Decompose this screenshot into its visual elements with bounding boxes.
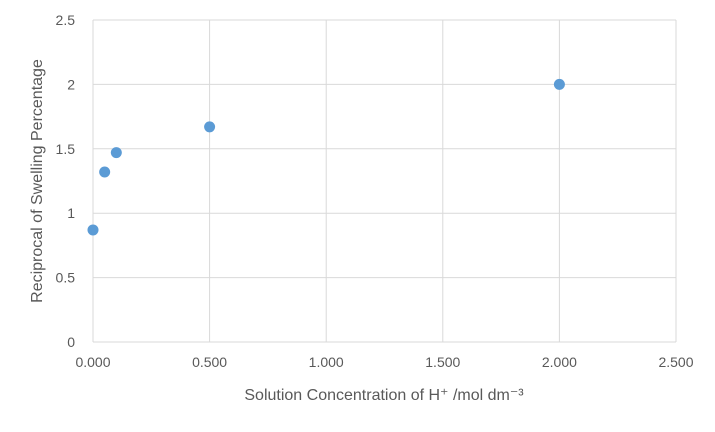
x-tick-label: 2.500 <box>658 354 693 370</box>
x-tick-label: 1.500 <box>425 354 460 370</box>
x-tick-label: 0.500 <box>192 354 227 370</box>
y-tick-label: 2 <box>67 76 75 92</box>
y-axis-title: Reciprocal of Swelling Percentage <box>29 59 46 303</box>
data-point <box>87 224 99 236</box>
gridlines <box>92 19 677 343</box>
y-tick-label: 0 <box>67 334 75 350</box>
x-axis-title: Solution Concentration of H⁺ /mol dm⁻³ <box>244 387 524 404</box>
y-tick-label: 1 <box>67 205 75 221</box>
x-tick-label: 1.000 <box>309 354 344 370</box>
tick-labels: 0 0.5 1 1.5 2 2.5 0.000 0.500 1.000 1.500 2.000 2.5… <box>56 12 694 370</box>
y-tick-label: 0.5 <box>56 270 76 286</box>
data-point <box>553 78 565 90</box>
data-points <box>87 78 565 236</box>
y-tick-label: 2.5 <box>56 12 76 28</box>
x-tick-label: 0.000 <box>75 354 110 370</box>
x-tick-label: 2.000 <box>542 354 577 370</box>
y-tick-label: 1.5 <box>56 141 76 157</box>
data-point <box>110 147 122 159</box>
data-point <box>204 121 216 133</box>
data-point <box>99 166 111 178</box>
